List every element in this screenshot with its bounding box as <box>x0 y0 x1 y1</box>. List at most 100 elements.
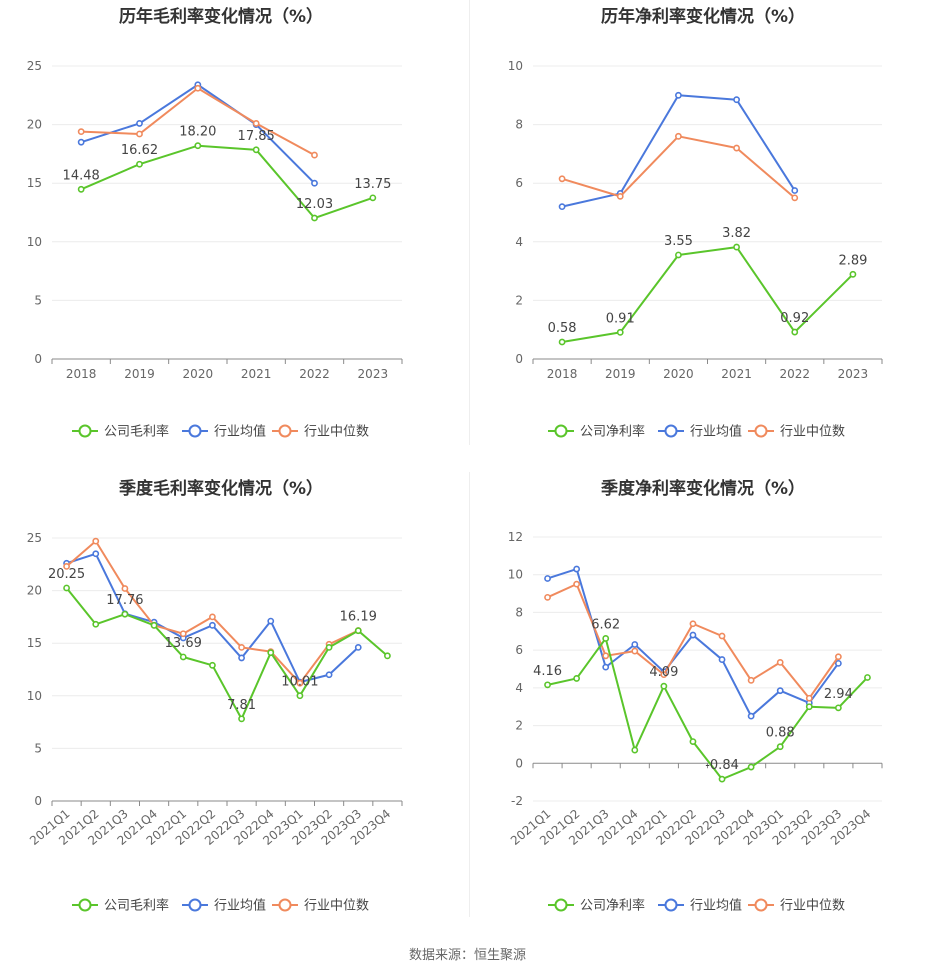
data-point <box>558 203 566 211</box>
y-tick-label: -2 <box>511 794 523 808</box>
y-tick-label: 0 <box>515 756 523 770</box>
y-tick-label: 10 <box>508 59 523 73</box>
data-point <box>747 676 755 684</box>
data-point <box>150 621 158 629</box>
data-point <box>296 679 304 687</box>
legend-marker-icon <box>78 898 92 912</box>
data-point <box>121 610 129 618</box>
legend-marker-icon <box>278 424 292 438</box>
y-tick-label: 10 <box>27 689 42 703</box>
y-tick-label: 0 <box>34 352 42 366</box>
legend-item: 行业均值 <box>182 424 266 440</box>
data-point <box>834 659 842 667</box>
data-point <box>369 194 377 202</box>
y-tick-label: 5 <box>34 741 42 755</box>
chart-panel-quarterly-gross-margin: 季度毛利率变化情况（%） 0 5 10 15 20 25 2021Q1 2021Q2 2021Q3… <box>0 472 467 932</box>
data-point <box>77 185 85 193</box>
legend-marker-icon <box>754 424 768 438</box>
data-point <box>675 251 682 259</box>
legend-marker-icon <box>78 424 92 438</box>
data-label: 3.55 <box>664 234 693 249</box>
series-line <box>547 637 869 781</box>
x-tick-label: 2018 <box>66 367 97 381</box>
chart-title: 季度毛利率变化情况（%） <box>119 478 323 499</box>
legend-label: 公司毛利率 <box>104 898 169 914</box>
y-tick-label: 2 <box>515 293 523 307</box>
data-point <box>602 663 610 671</box>
data-point <box>689 620 697 628</box>
data-point <box>92 537 100 545</box>
data-point <box>602 652 610 660</box>
data-point <box>791 328 799 336</box>
data-point <box>136 160 143 168</box>
data-point <box>602 635 610 642</box>
legend-item: 行业中位数 <box>272 898 369 914</box>
data-point <box>63 584 70 592</box>
legend-item: 行业中位数 <box>748 898 845 914</box>
y-tick-label: 20 <box>27 584 42 598</box>
data-point <box>616 328 624 336</box>
legend-item: 公司毛利率 <box>72 898 169 914</box>
data-point <box>209 613 216 621</box>
y-tick-label: 25 <box>27 59 42 73</box>
data-point <box>544 681 551 689</box>
data-point <box>733 96 740 104</box>
chart-title: 季度净利率变化情况（%） <box>601 478 805 499</box>
data-label: 12.03 <box>296 197 333 212</box>
y-tick-label: 10 <box>27 235 42 249</box>
legend-item: 公司净利率 <box>548 424 645 440</box>
x-tick-label: 2021 <box>721 367 752 381</box>
legend-marker-icon <box>754 898 768 912</box>
data-point <box>718 656 726 663</box>
legend-label: 公司净利率 <box>580 424 645 440</box>
x-tick-label: 2022 <box>779 367 810 381</box>
data-point <box>834 653 842 661</box>
series-line <box>561 135 796 199</box>
data-label: 0.91 <box>606 311 635 326</box>
data-point <box>631 641 639 648</box>
data-label: 3.82 <box>722 226 751 241</box>
legend-marker-icon <box>554 424 568 438</box>
data-point <box>573 565 581 573</box>
legend-item: 行业中位数 <box>272 424 369 440</box>
data-point <box>384 652 391 660</box>
y-tick-label: 8 <box>515 118 523 132</box>
data-point <box>573 675 581 682</box>
x-tick-label: 2020 <box>663 367 694 381</box>
data-label: 0.88 <box>766 726 795 741</box>
series-line <box>561 246 854 343</box>
data-point <box>718 775 726 783</box>
data-label: 2.89 <box>838 253 867 268</box>
chart-quarterly-gross-margin: 季度毛利率变化情况（%）05101520252021Q12021Q22021Q3… <box>27 478 403 914</box>
series-line <box>65 540 359 685</box>
data-point <box>544 575 551 582</box>
data-label: 13.69 <box>165 636 202 651</box>
chart-annual-gross-margin: 历年毛利率变化情况（%） 0 5 10 15 20 25 2018 2019 2020 2021 20… <box>27 6 403 440</box>
data-point <box>631 647 639 655</box>
data-point <box>325 644 333 651</box>
legend-marker-icon <box>664 898 678 912</box>
data-point <box>311 214 318 222</box>
data-point <box>267 617 275 625</box>
legend-item: 公司毛利率 <box>72 424 169 440</box>
data-point <box>92 620 100 628</box>
data-point <box>689 738 697 745</box>
legend-item: 行业均值 <box>658 424 742 440</box>
data-point <box>194 84 202 92</box>
legend-label: 行业均值 <box>214 898 266 914</box>
legend-label: 行业均值 <box>690 424 742 440</box>
y-tick-label: 25 <box>27 531 42 545</box>
y-tick-label: 12 <box>508 530 523 544</box>
data-label: 17.76 <box>106 593 143 608</box>
data-point <box>675 132 682 140</box>
data-point <box>136 130 143 138</box>
legend-label: 行业均值 <box>214 424 266 440</box>
data-point <box>791 187 799 194</box>
legend-marker-icon <box>278 898 292 912</box>
series-line <box>80 144 374 220</box>
data-label: 16.19 <box>340 610 377 625</box>
data-label: 6.62 <box>591 617 620 632</box>
data-point <box>733 144 740 152</box>
legend-item: 行业均值 <box>182 898 266 914</box>
legend-item: 行业中位数 <box>748 424 845 440</box>
